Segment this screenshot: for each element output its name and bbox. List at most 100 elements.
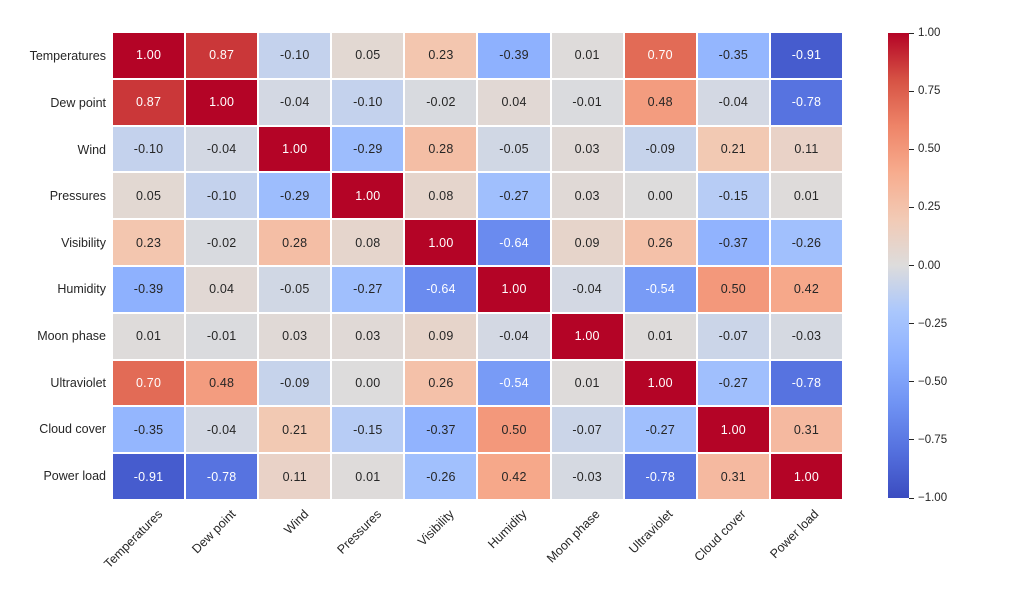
y-axis-label: Pressures	[49, 189, 106, 204]
y-axis-label: Cloud cover	[39, 422, 106, 437]
heatmap-cell: 0.04	[186, 266, 258, 312]
heatmap-cell: -0.27	[697, 360, 769, 406]
heatmap-cell: 0.03	[551, 126, 623, 172]
heatmap-cell: -0.35	[113, 407, 185, 453]
heatmap-cell: 1.00	[332, 173, 404, 219]
heatmap-cell: -0.78	[770, 79, 842, 125]
heatmap-cell: -0.26	[405, 454, 477, 499]
heatmap-cell: -0.04	[551, 266, 623, 312]
heatmap-cell: -0.91	[770, 33, 842, 78]
heatmap-cell: -0.64	[478, 220, 550, 265]
heatmap-cell: -0.09	[624, 126, 696, 172]
heatmap-cell: 0.28	[259, 220, 331, 265]
heatmap-cell: 0.87	[113, 79, 185, 125]
heatmap-cell: -0.26	[770, 220, 842, 265]
colorbar-tick-label: −1.00	[918, 492, 948, 504]
heatmap-cell: -0.29	[259, 173, 331, 219]
y-axis-label: Ultraviolet	[50, 375, 106, 390]
x-axis-label: Power load	[767, 507, 822, 562]
colorbar-tick	[909, 439, 914, 441]
colorbar-tick-label: −0.50	[918, 375, 948, 388]
y-axis-label: Moon phase	[37, 328, 106, 343]
heatmap-cell: 0.08	[405, 173, 477, 219]
heatmap-cell: -0.09	[259, 360, 331, 406]
heatmap-cell: -0.35	[697, 33, 769, 78]
heatmap-cell: 0.70	[624, 33, 696, 78]
heatmap-cell: 0.00	[624, 173, 696, 219]
heatmap-cell: -0.54	[478, 360, 550, 406]
heatmap-cell: -0.27	[624, 407, 696, 453]
heatmap-cell: 1.00	[697, 407, 769, 453]
heatmap-cell: 0.23	[405, 33, 477, 78]
heatmap-cell: 1.00	[770, 454, 842, 499]
colorbar-tick	[909, 206, 914, 208]
y-axis-label: Power load	[43, 468, 106, 483]
heatmap-cell: -0.03	[770, 313, 842, 359]
heatmap-cell: 0.26	[405, 360, 477, 406]
colorbar-tick	[909, 497, 914, 499]
heatmap-cell: 0.11	[770, 126, 842, 172]
heatmap-cell: 0.11	[259, 454, 331, 499]
heatmap-cell: 1.00	[259, 126, 331, 172]
heatmap-cell: -0.10	[113, 126, 185, 172]
heatmap-cell: 0.28	[405, 126, 477, 172]
heatmap-cell: -0.05	[478, 126, 550, 172]
heatmap-cell: -0.02	[186, 220, 258, 265]
heatmap-cell: 0.03	[259, 313, 331, 359]
y-axis-label: Temperatures	[29, 49, 106, 64]
heatmap-cell: -0.04	[478, 313, 550, 359]
heatmap-cell: -0.37	[405, 407, 477, 453]
heatmap-cell: 0.05	[113, 173, 185, 219]
heatmap-cell: -0.27	[478, 173, 550, 219]
heatmap-cell: 1.00	[624, 360, 696, 406]
colorbar-tick-label: 0.00	[918, 259, 941, 272]
heatmap-cell: 0.21	[697, 126, 769, 172]
heatmap-cell: -0.10	[259, 33, 331, 78]
x-axis-label-anchor: Power load	[612, 505, 821, 561]
heatmap-cell: -0.04	[186, 126, 258, 172]
colorbar-tick	[909, 381, 914, 383]
colorbar-tick-label: 0.25	[918, 201, 941, 214]
heatmap-cell: 0.01	[624, 313, 696, 359]
heatmap-cell: 0.01	[113, 313, 185, 359]
heatmap-cell: 0.87	[186, 33, 258, 78]
colorbar-tick	[909, 90, 914, 92]
heatmap-cell: 1.00	[113, 33, 185, 78]
heatmap-cell: -0.01	[186, 313, 258, 359]
heatmap-cell: -0.15	[332, 407, 404, 453]
heatmap-cell: 0.42	[770, 266, 842, 312]
heatmap-cell: 0.01	[551, 33, 623, 78]
heatmap-cell: -0.03	[551, 454, 623, 499]
colorbar-tick-label: −0.25	[918, 317, 948, 330]
heatmap-cell: 0.01	[332, 454, 404, 499]
colorbar-tick-label: 0.75	[918, 85, 941, 98]
colorbar-tick	[909, 148, 914, 150]
heatmap-cell: -0.15	[697, 173, 769, 219]
heatmap-cell: -0.02	[405, 79, 477, 125]
heatmap-cell: -0.10	[332, 79, 404, 125]
heatmap-cell: -0.78	[624, 454, 696, 499]
colorbar-tick	[909, 32, 914, 34]
heatmap-cell: -0.07	[551, 407, 623, 453]
heatmap-cell: 1.00	[405, 220, 477, 265]
heatmap-cell: 0.48	[186, 360, 258, 406]
heatmap-cell: 0.50	[478, 407, 550, 453]
heatmap-cell: -0.78	[770, 360, 842, 406]
heatmap-cell: 0.09	[551, 220, 623, 265]
heatmap-cell: 0.23	[113, 220, 185, 265]
heatmap-cell: 0.03	[332, 313, 404, 359]
heatmap-cell: -0.07	[697, 313, 769, 359]
colorbar-tick-label: 0.50	[918, 143, 941, 156]
heatmap-cell: 0.04	[478, 79, 550, 125]
heatmap-cell: -0.01	[551, 79, 623, 125]
heatmap-cell: -0.10	[186, 173, 258, 219]
heatmap-cell: -0.29	[332, 126, 404, 172]
heatmap-cell: 0.48	[624, 79, 696, 125]
heatmap-grid: 1.00 0.87 -0.10 0.05 0.23 -0.39 0.01 0.70 -0.35-…	[113, 33, 842, 499]
heatmap-cell: 1.00	[186, 79, 258, 125]
heatmap-cell: 0.01	[770, 173, 842, 219]
colorbar-tick	[909, 323, 914, 325]
heatmap-cell: -0.04	[697, 79, 769, 125]
y-axis-label: Humidity	[57, 282, 106, 297]
